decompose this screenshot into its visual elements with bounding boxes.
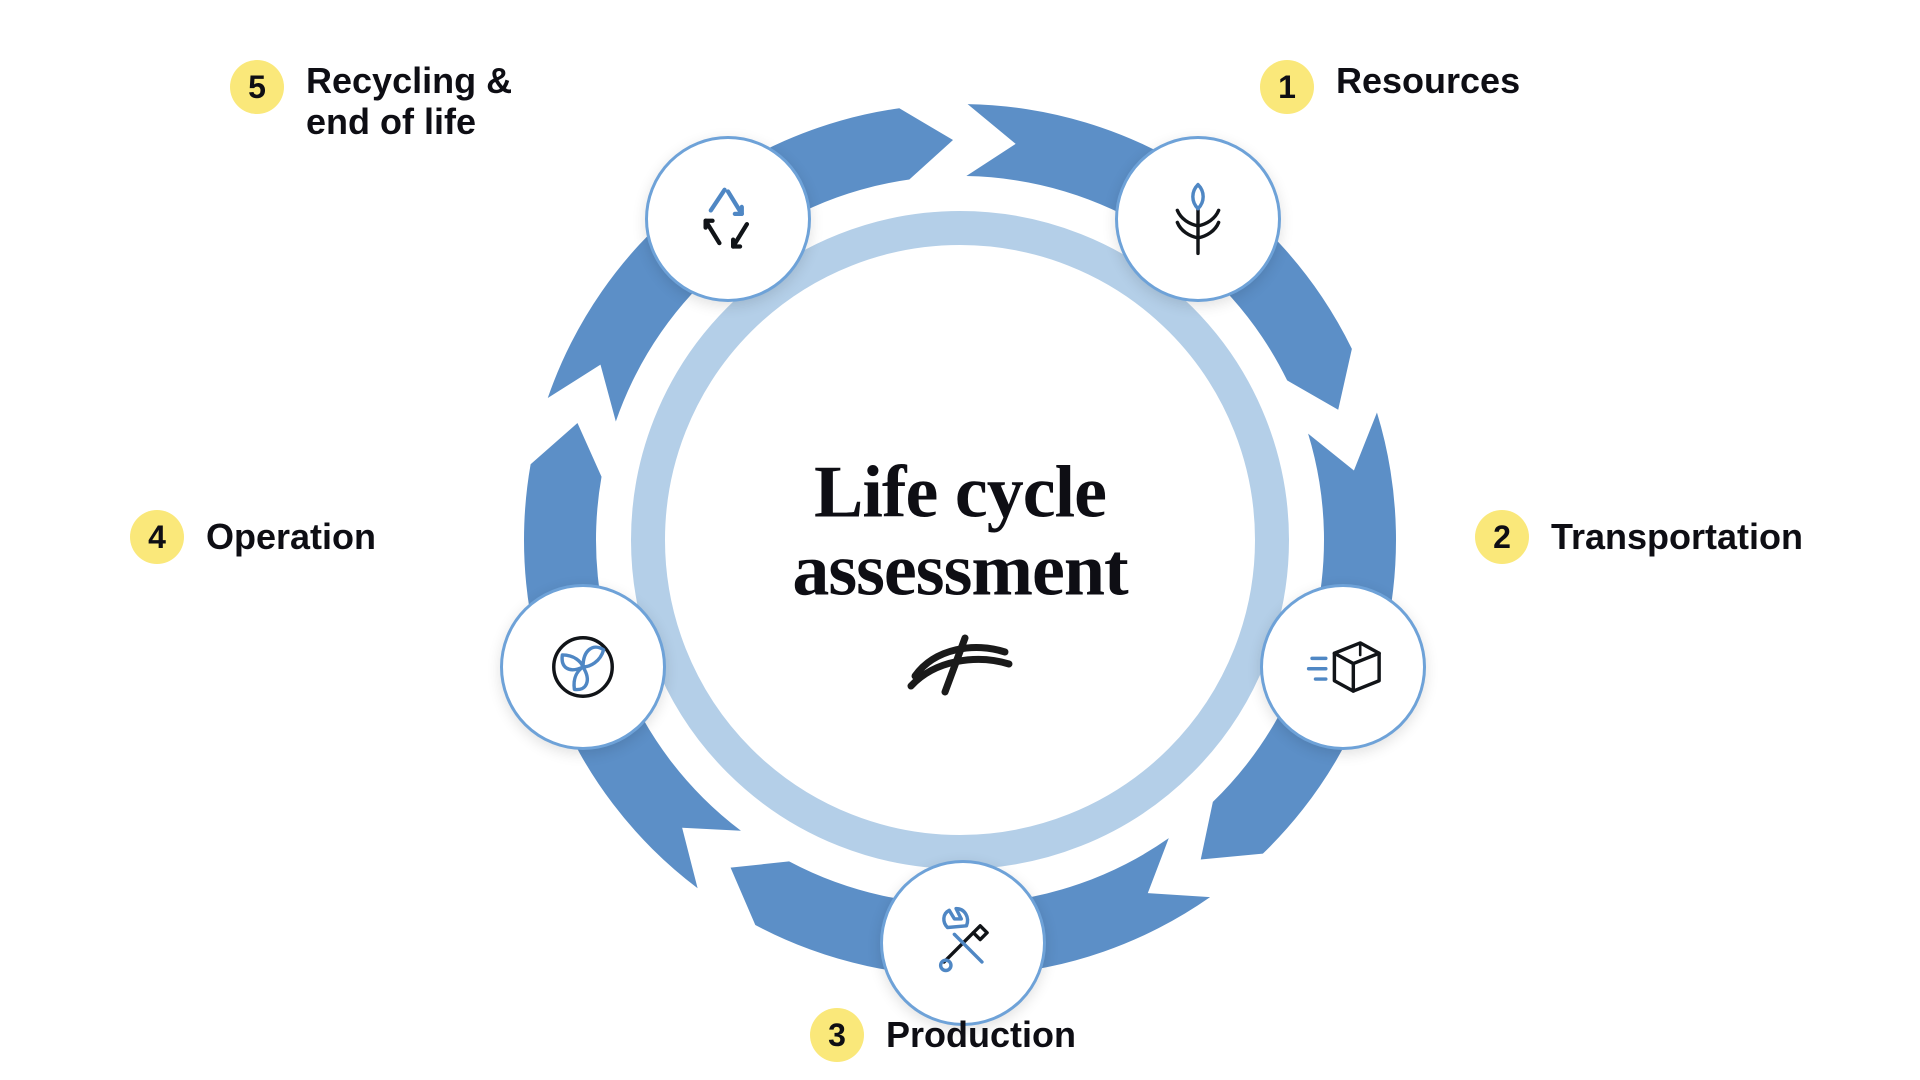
stage-label-text: Resources: [1336, 60, 1520, 101]
stage-number-badge: 3: [810, 1008, 864, 1062]
cycle-node-operation: [500, 584, 666, 750]
center-title-line: assessment: [792, 532, 1127, 610]
stage-number: 5: [248, 69, 266, 106]
cycle-node-production: [880, 860, 1046, 1026]
stage-label: 2 Transportation: [1475, 510, 1803, 564]
recycle-icon: [685, 176, 771, 262]
cycle-node-transport: [1260, 584, 1426, 750]
cycle-node-recycle: [645, 136, 811, 302]
stage-label: 4 Operation: [130, 510, 376, 564]
brand-mark-icon: [905, 630, 1015, 700]
stage-label-text: Operation: [206, 516, 376, 557]
resources-icon: [1155, 176, 1241, 262]
stage-label: 5 Recycling & end of life: [230, 60, 512, 143]
stage-number: 1: [1278, 69, 1296, 106]
stage-number: 2: [1493, 519, 1511, 556]
center-title-line: Life cycle: [792, 455, 1127, 533]
center-title: Life cycleassessment: [792, 455, 1127, 610]
stage-number-badge: 4: [130, 510, 184, 564]
stage-number: 3: [828, 1017, 846, 1054]
cycle-node-resources: [1115, 136, 1281, 302]
stage-label-text: Recycling & end of life: [306, 60, 512, 143]
stage-number-badge: 2: [1475, 510, 1529, 564]
transport-icon: [1300, 624, 1386, 710]
stage-label: 1 Resources: [1260, 60, 1520, 114]
operation-icon: [540, 624, 626, 710]
stage-label-text: Production: [886, 1014, 1076, 1055]
stage-number-badge: 1: [1260, 60, 1314, 114]
stage-number-badge: 5: [230, 60, 284, 114]
stage-label-text: Transportation: [1551, 516, 1803, 557]
production-icon: [920, 900, 1006, 986]
stage-label: 3 Production: [810, 1008, 1076, 1062]
stage-number: 4: [148, 519, 166, 556]
